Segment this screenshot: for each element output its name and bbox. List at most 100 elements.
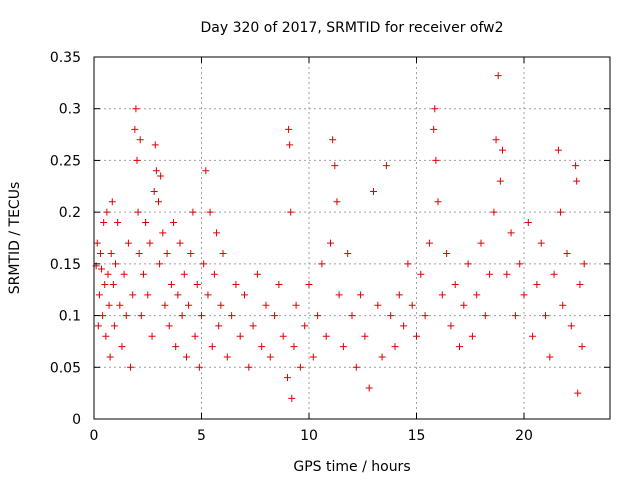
- x-tick-label: 15: [408, 428, 426, 444]
- data-point: [365, 384, 373, 392]
- data-point: [191, 332, 199, 340]
- data-point: [135, 250, 143, 258]
- data-point: [94, 322, 102, 330]
- data-point: [232, 281, 240, 289]
- y-tick-label: 0.15: [50, 257, 81, 273]
- data-point: [529, 332, 537, 340]
- y-tick-label: 0.35: [50, 50, 81, 66]
- data-point: [176, 239, 184, 247]
- data-point: [122, 312, 130, 320]
- data-point: [357, 291, 365, 299]
- data-point: [301, 322, 309, 330]
- data-point: [213, 229, 221, 237]
- data-point: [151, 141, 159, 149]
- x-tick-label: 0: [90, 428, 99, 444]
- y-tick-label: 0.05: [50, 360, 81, 376]
- data-point: [431, 105, 439, 113]
- data-point: [202, 167, 210, 175]
- data-point: [178, 312, 186, 320]
- data-point: [136, 136, 144, 144]
- data-point: [170, 218, 178, 226]
- data-point: [520, 291, 528, 299]
- data-point: [266, 353, 274, 361]
- data-point: [468, 332, 476, 340]
- data-point: [193, 281, 201, 289]
- data-point: [142, 218, 150, 226]
- data-point: [335, 291, 343, 299]
- data-point: [133, 156, 141, 164]
- x-tick-label: 20: [515, 428, 533, 444]
- data-point: [146, 239, 154, 247]
- data-point: [567, 322, 575, 330]
- x-axis-label: GPS time / hours: [293, 459, 410, 475]
- data-point: [288, 394, 296, 402]
- data-point: [262, 301, 270, 309]
- data-point: [172, 343, 180, 351]
- data-point: [187, 250, 195, 258]
- data-point: [129, 291, 137, 299]
- data-point: [210, 270, 218, 278]
- data-point: [101, 281, 109, 289]
- data-point: [174, 291, 182, 299]
- data-point: [507, 229, 515, 237]
- data-point: [228, 312, 236, 320]
- data-point: [167, 281, 175, 289]
- data-point: [206, 208, 214, 216]
- y-tick-label: 0: [72, 412, 81, 428]
- data-points: [92, 72, 588, 402]
- data-point: [438, 291, 446, 299]
- data-point: [285, 125, 293, 133]
- data-point: [223, 353, 231, 361]
- data-point: [96, 250, 104, 258]
- x-tick-label: 5: [197, 428, 206, 444]
- data-point: [137, 312, 145, 320]
- data-point: [284, 374, 291, 382]
- data-point: [554, 146, 562, 154]
- data-point: [333, 198, 341, 206]
- data-point: [391, 343, 399, 351]
- data-point: [275, 281, 283, 289]
- y-tick-label: 0.25: [50, 153, 81, 169]
- data-point: [460, 301, 468, 309]
- axes: 0 5 10 15 20 0 0.05 0.1 0.15 0.2 0.25 0.3 0.35: [50, 50, 610, 444]
- data-point: [144, 291, 152, 299]
- data-point: [490, 208, 498, 216]
- data-point: [118, 343, 126, 351]
- plot-frame: [93, 56, 611, 420]
- data-point: [249, 322, 257, 330]
- data-point: [157, 172, 165, 180]
- data-point: [580, 260, 588, 268]
- data-point: [387, 312, 395, 320]
- data-point: [165, 322, 173, 330]
- data-point: [492, 136, 500, 144]
- data-point: [182, 353, 190, 361]
- data-point: [537, 239, 545, 247]
- data-point: [106, 353, 114, 361]
- data-point: [550, 270, 558, 278]
- data-point: [219, 250, 227, 258]
- data-point: [159, 229, 167, 237]
- data-point: [287, 208, 295, 216]
- data-point: [195, 363, 203, 371]
- data-point: [112, 260, 119, 268]
- data-point: [339, 343, 347, 351]
- data-point: [127, 363, 135, 371]
- data-point: [108, 198, 116, 206]
- data-point: [236, 332, 244, 340]
- data-point: [421, 312, 429, 320]
- data-point: [98, 265, 106, 273]
- data-point: [253, 270, 261, 278]
- data-point: [156, 260, 164, 268]
- data-point: [327, 239, 334, 247]
- data-point: [559, 301, 567, 309]
- data-point: [573, 177, 581, 185]
- data-point: [572, 162, 580, 170]
- data-point: [189, 208, 197, 216]
- grid: [94, 57, 610, 419]
- data-point: [322, 332, 330, 340]
- data-point: [148, 332, 156, 340]
- data-point: [110, 322, 118, 330]
- data-point: [309, 353, 317, 361]
- data-point: [413, 332, 420, 340]
- data-point: [114, 218, 122, 226]
